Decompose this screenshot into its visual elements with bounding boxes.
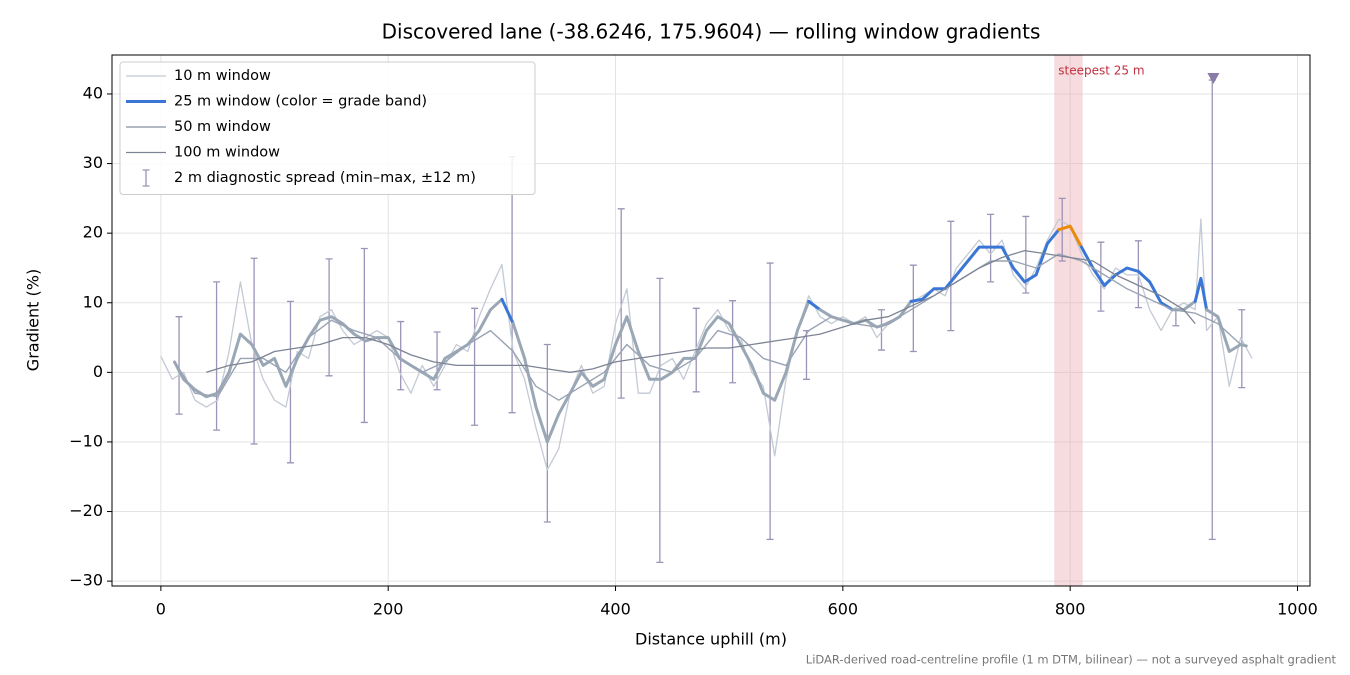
legend-label: 100 m window bbox=[174, 145, 280, 161]
series-line-segment bbox=[500, 297, 515, 326]
error-bar bbox=[766, 262, 774, 541]
error-bar bbox=[1208, 79, 1216, 541]
y-tick-label: −10 bbox=[69, 431, 103, 450]
y-tick-label: −20 bbox=[69, 501, 103, 520]
y-tick-label: 20 bbox=[83, 223, 103, 242]
x-tick-label: 1000 bbox=[1277, 600, 1318, 619]
y-tick-label: 40 bbox=[83, 83, 103, 102]
outlier-marker bbox=[1207, 72, 1220, 84]
legend-label: 50 m window bbox=[174, 119, 271, 135]
error-bar bbox=[1172, 309, 1180, 327]
series-line-segment bbox=[909, 228, 1061, 303]
error-bar bbox=[1097, 241, 1105, 312]
series-line bbox=[206, 249, 1196, 373]
error-bar bbox=[877, 309, 885, 351]
error-bar bbox=[213, 281, 221, 431]
series-line-segment bbox=[511, 299, 811, 444]
grid bbox=[112, 55, 1310, 586]
y-axis-label: Gradient (%) bbox=[24, 269, 43, 371]
error-bar bbox=[729, 300, 737, 384]
error-bar bbox=[656, 277, 664, 563]
error-bar bbox=[1238, 309, 1246, 389]
axes: 0 200 400 600 800 1000 −30 −20 −10 0 10 20 30 40 bbox=[69, 83, 1318, 618]
legend-label: 25 m window (color = grade band) bbox=[174, 94, 427, 110]
y-tick-label: 0 bbox=[93, 362, 103, 381]
series-line-segment bbox=[1205, 308, 1248, 353]
error-bar bbox=[175, 316, 183, 415]
error-bar bbox=[947, 220, 955, 332]
error-bar bbox=[360, 247, 368, 424]
legend-swatch bbox=[142, 169, 150, 187]
x-axis-label: Distance uphill (m) bbox=[635, 630, 787, 649]
chart-title: Discovered lane (-38.6246, 175.9604) — r… bbox=[382, 20, 1041, 44]
error-bar bbox=[508, 155, 516, 414]
legend-label: 10 m window bbox=[174, 68, 271, 84]
x-tick-label: 600 bbox=[828, 600, 859, 619]
series-line-segment bbox=[1080, 245, 1174, 312]
series-line-segment bbox=[173, 297, 504, 399]
error-bar bbox=[471, 307, 479, 426]
legend-box bbox=[119, 61, 536, 195]
series-line bbox=[160, 218, 1253, 471]
series-line-segment bbox=[818, 299, 913, 329]
y-tick-label: 30 bbox=[83, 153, 103, 172]
error-bar bbox=[397, 320, 405, 391]
error-bar bbox=[617, 208, 625, 399]
series-line-segment bbox=[1057, 224, 1083, 249]
x-tick-label: 800 bbox=[1055, 600, 1086, 619]
y-tick-label: 10 bbox=[83, 292, 103, 311]
axes-frame bbox=[111, 54, 1311, 587]
error-bar bbox=[543, 343, 551, 523]
x-tick-label: 400 bbox=[600, 600, 631, 619]
x-tick-label: 0 bbox=[156, 600, 166, 619]
series-line-segment bbox=[807, 299, 822, 312]
y-tick-label: −30 bbox=[69, 571, 103, 590]
footnote: LiDAR-derived road-centreline profile (1… bbox=[806, 653, 1337, 667]
highlight-label: steepest 25 m bbox=[1058, 64, 1144, 78]
series-line bbox=[173, 253, 1242, 401]
legend: 10 m window 25 m window (color = grade ba… bbox=[119, 61, 536, 195]
x-tick-label: 200 bbox=[373, 600, 404, 619]
plot-area bbox=[160, 55, 1253, 586]
legend-label: 2 m diagnostic spread (min–max, ±12 m) bbox=[174, 170, 476, 186]
highlight-band bbox=[1054, 55, 1083, 586]
error-bar bbox=[1134, 240, 1142, 309]
series-line-segment bbox=[1193, 276, 1209, 312]
